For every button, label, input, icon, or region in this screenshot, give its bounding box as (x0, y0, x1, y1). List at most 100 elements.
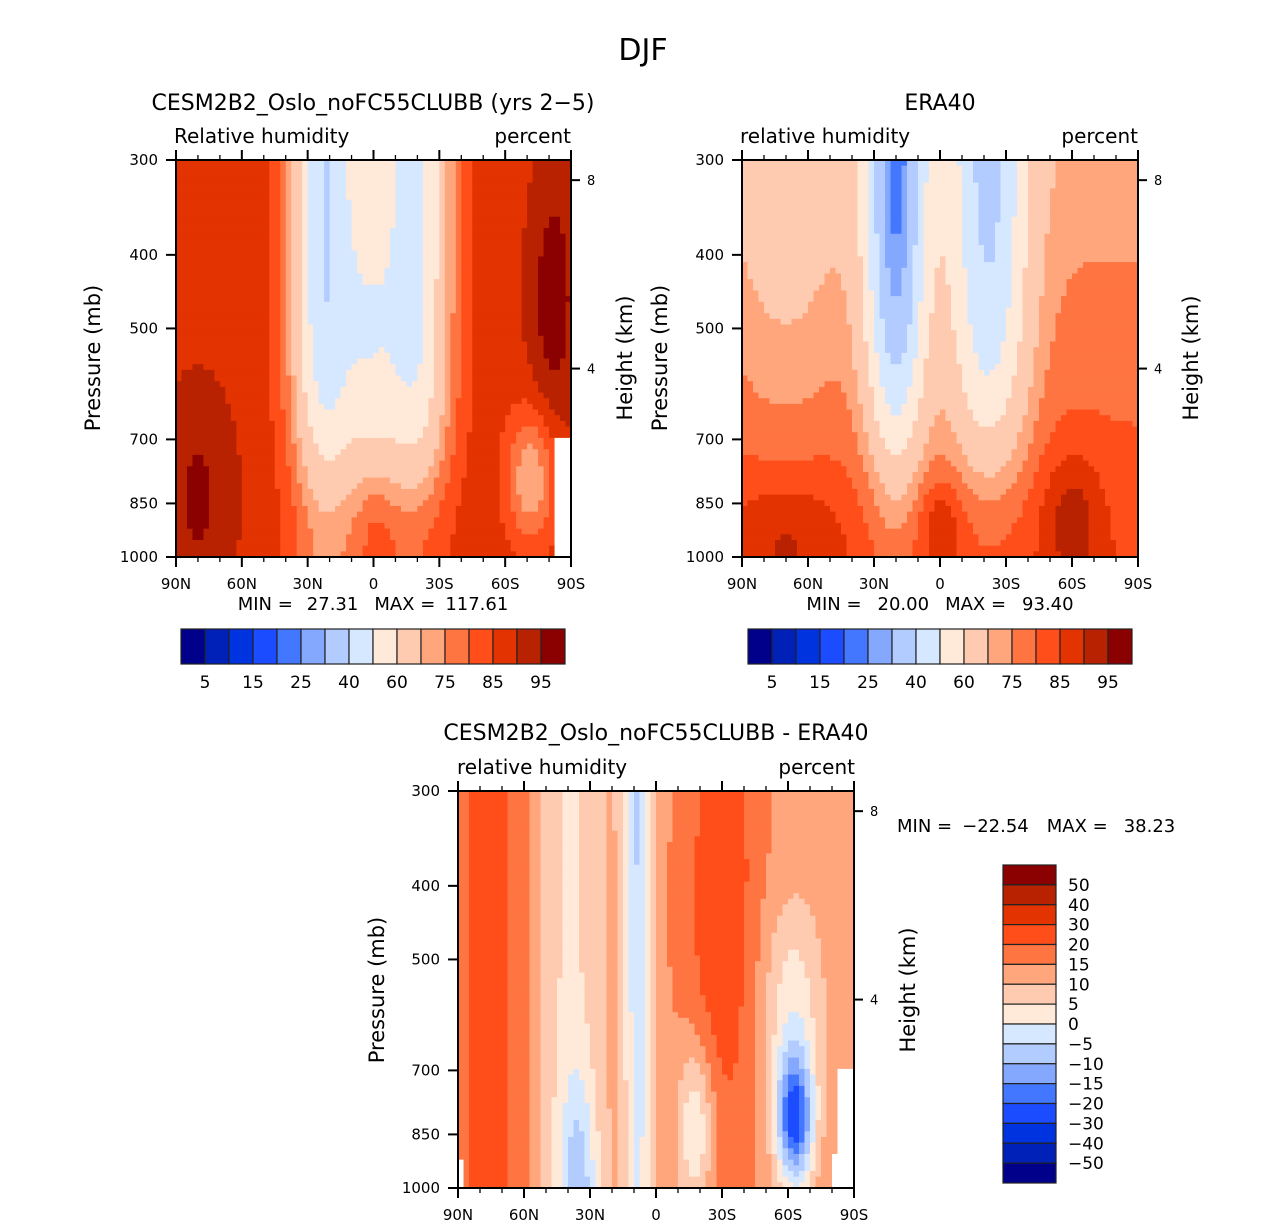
contour-cell (857, 369, 870, 377)
contour-cell (384, 522, 435, 530)
contour-cell (291, 301, 303, 309)
contour-cell (863, 466, 875, 473)
colorbar-swatch (1083, 628, 1109, 665)
contour-cell (639, 1176, 652, 1183)
contour-cell (516, 488, 545, 496)
contour-cell (716, 1159, 756, 1166)
contour-cell (656, 864, 668, 871)
contour-cell (923, 216, 963, 223)
contour-cell (978, 228, 996, 235)
contour-cell (538, 330, 567, 337)
contour-cell (799, 1091, 806, 1098)
contour-cell (579, 921, 608, 928)
contour-cell (918, 511, 930, 518)
contour-cell (450, 466, 468, 473)
contour-cell (623, 995, 630, 1002)
contour-cell (771, 808, 855, 815)
contour-cell (918, 205, 925, 212)
contour-cell (543, 347, 567, 354)
contour-cell (1028, 409, 1040, 416)
contour-cell (962, 239, 980, 246)
contour-cell (978, 194, 1002, 201)
contour-cell (623, 921, 630, 928)
contour-cell (439, 245, 446, 252)
contour-cell (351, 522, 369, 530)
contour-cell (549, 545, 556, 552)
contour-cell (1055, 426, 1139, 433)
contour-cell (1039, 511, 1057, 518)
contour-cell (1044, 381, 1139, 388)
contour-cell (804, 898, 855, 906)
contour-cell (1017, 341, 1040, 348)
contour-cell (463, 1176, 470, 1183)
contour-cell (527, 443, 534, 450)
contour-cell (650, 978, 657, 985)
contour-cell (863, 256, 870, 263)
contour-cell (667, 915, 696, 923)
contour-cell (516, 471, 545, 479)
contour-cell (1083, 262, 1139, 269)
contour-cell (782, 910, 811, 917)
contour-cell (444, 165, 457, 172)
contour-cell (507, 813, 531, 820)
contour-cell (351, 239, 391, 246)
contour-cell (929, 545, 958, 552)
contour-cell (280, 347, 287, 354)
contour-cell (562, 853, 580, 860)
contour-cell (918, 165, 930, 172)
contour-cell (815, 1040, 828, 1047)
contour-cell (617, 1165, 630, 1172)
contour-cell (469, 1046, 509, 1053)
contour-cell (747, 375, 859, 382)
y-tick-label: 1000 (686, 548, 724, 566)
y-tick-label: 300 (695, 151, 724, 169)
contour-cell (444, 443, 457, 450)
contour-cell (1022, 313, 1040, 320)
colorbar-label: 25 (290, 673, 312, 693)
contour-cell (551, 1136, 564, 1144)
contour-cell (521, 307, 539, 314)
contour-cell (422, 318, 435, 326)
contour-cell (874, 551, 914, 558)
contour-cell (815, 1159, 822, 1166)
contour-cell (280, 194, 287, 201)
contour-cell (890, 160, 908, 167)
contour-cell (557, 1023, 591, 1030)
y2-axis-label: Height (km) (613, 295, 637, 420)
contour-cell (313, 330, 424, 337)
contour-cell (302, 364, 314, 371)
contour-cell (634, 1125, 646, 1132)
contour-cell (821, 1102, 828, 1110)
contour-cell (579, 938, 608, 945)
contour-cell (923, 222, 963, 229)
contour-cell (450, 318, 462, 326)
contour-cell (291, 205, 303, 212)
contour-cell (645, 972, 652, 979)
contour-cell (623, 1046, 635, 1053)
contour-cell (176, 273, 270, 280)
contour-cell (422, 432, 440, 439)
contour-cell (623, 955, 630, 962)
contour-cell (705, 1091, 718, 1098)
contour-cell (771, 1119, 778, 1127)
contour-cell (890, 409, 903, 416)
contour-cell (934, 415, 947, 422)
contour-cell (612, 1136, 619, 1144)
contour-cell (656, 995, 674, 1002)
contour-cell (302, 160, 309, 167)
contour-cell (472, 256, 523, 263)
contour-cell (868, 233, 881, 240)
contour-cell (694, 842, 745, 849)
contour-cell (694, 864, 751, 871)
contour-cell (307, 222, 325, 229)
contour-cell (540, 853, 564, 860)
contour-cell (280, 296, 287, 303)
contour-cell (815, 1131, 828, 1138)
contour-cell (1017, 165, 1029, 172)
contour-cell (236, 539, 281, 547)
contour-cell (458, 910, 470, 917)
contour-cell (639, 1165, 652, 1172)
contour-cell (318, 500, 342, 507)
contour-cell (291, 250, 303, 258)
contour-cell (612, 808, 624, 815)
